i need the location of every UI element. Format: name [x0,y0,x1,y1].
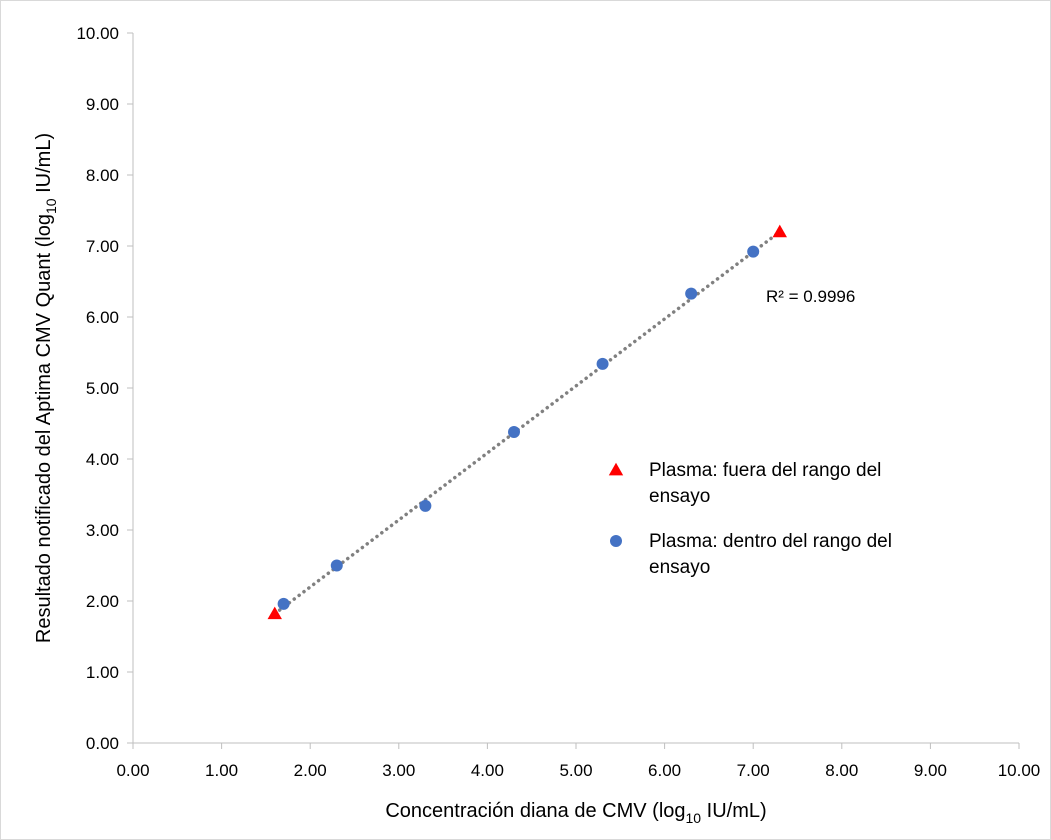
y-tick-label: 2.00 [86,592,119,611]
x-tick-label: 2.00 [294,761,327,780]
data-point-circle [277,597,290,610]
legend-label: ensayo [649,486,710,507]
trendline-path [273,230,782,616]
y-tick-label: 1.00 [86,663,119,682]
x-tick-label: 5.00 [559,761,592,780]
y-tick-label: 3.00 [86,521,119,540]
y-tick-label: 8.00 [86,166,119,185]
data-point-circle [747,245,760,258]
legend-marker-triangle [608,462,624,476]
y-tick-label: 5.00 [86,379,119,398]
x-tick-label: 0.00 [116,761,149,780]
r-squared-label: R² = 0.9996 [766,287,855,306]
data-point-circle [685,287,698,300]
axis-titles: Concentración diana de CMV (log10 IU/mL)… [33,133,767,826]
y-tick-label: 6.00 [86,308,119,327]
x-tick-label: 10.00 [998,761,1041,780]
x-tick-label: 9.00 [914,761,947,780]
legend-label: ensayo [649,557,710,578]
y-tick-label: 4.00 [86,450,119,469]
x-tick-label: 8.00 [825,761,858,780]
legend-label: Plasma: dentro del rango del [649,531,892,552]
x-tick-label: 4.00 [471,761,504,780]
x-tick-label: 3.00 [382,761,415,780]
data-point-circle [419,499,432,512]
y-tick-label: 10.00 [76,24,119,43]
y-axis-title: Resultado notificado del Aptima CMV Quan… [33,133,59,643]
x-axis-title: Concentración diana de CMV (log10 IU/mL) [385,800,766,826]
data-points [267,224,787,620]
data-point-circle [596,357,609,370]
y-tick-label: 7.00 [86,237,119,256]
legend-marker-circle [610,535,622,547]
x-tick-label: 1.00 [205,761,238,780]
trendline [273,230,782,616]
x-tick-label: 6.00 [648,761,681,780]
x-tick-label: 7.00 [737,761,770,780]
data-point-circle [330,559,343,572]
y-tick-label: 9.00 [86,95,119,114]
legend: Plasma: fuera del rango del ensayo Plasma:… [608,460,892,578]
axes: 0.00 1.00 2.00 3.00 4.00 5.00 6.00 7.00 8.00 9.00… [76,24,1040,780]
data-point-circle [507,426,520,439]
y-tick-label: 0.00 [86,734,119,753]
legend-label: Plasma: fuera del rango del [649,460,881,481]
data-point-triangle [772,224,787,238]
data-point-triangle [267,606,282,620]
